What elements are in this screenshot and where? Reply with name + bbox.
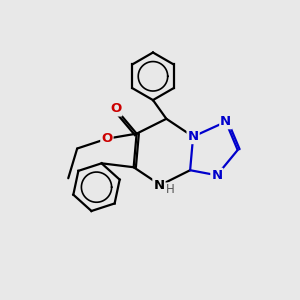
Text: N: N — [211, 169, 222, 182]
Text: N: N — [220, 115, 231, 128]
Text: N: N — [153, 178, 164, 192]
Text: N: N — [188, 130, 199, 143]
Text: H: H — [166, 183, 174, 196]
Text: O: O — [101, 132, 112, 145]
Text: O: O — [110, 103, 122, 116]
